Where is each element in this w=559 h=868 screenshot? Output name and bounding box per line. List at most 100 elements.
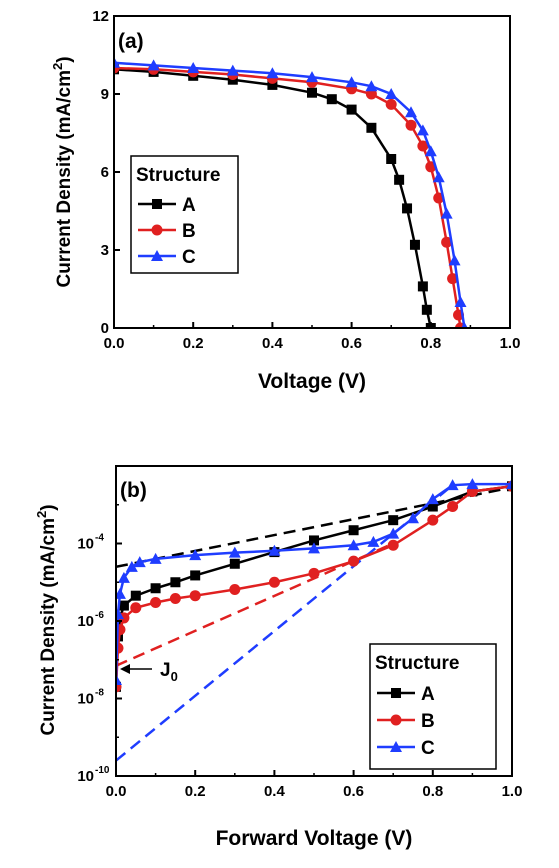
data-point-C [461, 322, 468, 328]
panel-b-label: (b) [120, 479, 147, 502]
x-tick-label: 0.2 [183, 335, 204, 352]
data-point-A [309, 535, 319, 546]
data-point-A [366, 122, 377, 133]
data-point-B [130, 602, 142, 614]
y-tick-label: 10 [77, 536, 94, 553]
panel-a-y-ticks: 0 3 6 9 12 [92, 8, 120, 337]
panel-b-plot-area [116, 478, 512, 762]
legend-marker [152, 199, 162, 209]
data-point-B [387, 539, 399, 551]
x-tick-label: 0.4 [264, 783, 286, 800]
data-point-C [347, 539, 360, 551]
panel-a-legend-title: Structure [136, 165, 220, 186]
y-tick-label: 12 [92, 8, 109, 25]
panel-a-legend: Structure ABC [130, 155, 239, 274]
data-point-C [116, 608, 124, 620]
j0-annotation: J0 [120, 660, 178, 684]
data-point-A [170, 577, 181, 588]
data-point-B [417, 140, 429, 152]
data-point-A [388, 515, 399, 526]
legend-item-A: A [138, 195, 196, 216]
data-point-C [506, 478, 512, 490]
data-point-C [466, 478, 479, 490]
data-point-C [228, 546, 241, 558]
y-tick-label: 10 [77, 613, 94, 630]
panel-b-y-ticks: 10-410-610-810-10 [77, 465, 122, 785]
data-point-A [417, 281, 428, 292]
legend-label: A [182, 195, 196, 216]
data-point-B [441, 236, 453, 248]
data-point-B [308, 567, 320, 579]
data-point-A [118, 600, 129, 611]
x-tick-label: 0.2 [185, 783, 206, 800]
series-C [116, 478, 512, 686]
panel-a-y-label: Current Density (mA/cm2) [50, 56, 75, 287]
data-point-A [307, 87, 317, 98]
data-point-B [169, 593, 181, 605]
data-point-A [229, 558, 240, 569]
data-point-C [367, 535, 380, 547]
data-point-A [326, 94, 337, 105]
panel-a-chart: 0.0 0.2 0.4 0.6 0.8 1.0 0 3 6 9 12 (a) Voltage (V… [50, 8, 520, 393]
data-point-B [189, 590, 201, 602]
data-point-C [306, 71, 318, 83]
legend-marker [151, 250, 163, 261]
data-point-C [385, 88, 398, 99]
data-point-C [187, 62, 200, 73]
data-point-C [117, 571, 130, 583]
data-point-C [432, 171, 445, 183]
data-point-C [345, 76, 358, 88]
data-point-A [386, 154, 397, 164]
panel-a-plot-area [114, 56, 468, 328]
legend-label: B [182, 221, 196, 242]
x-tick-label: 1.0 [502, 783, 523, 800]
data-point-A [402, 203, 413, 214]
legend-label: C [182, 247, 196, 268]
panel-a-legend-box [130, 155, 239, 274]
panel-b-x-ticks: 0.0 0.2 0.4 0.6 0.8 1.0 [106, 770, 523, 800]
legend-label: B [421, 711, 435, 732]
data-point-A [150, 583, 161, 594]
data-point-B [348, 555, 360, 567]
data-point-C [116, 674, 122, 686]
y-tick-exponent: -10 [95, 765, 110, 776]
data-point-B [427, 514, 439, 526]
data-point-C [426, 493, 439, 505]
data-point-C [147, 59, 160, 71]
data-point-C [116, 587, 126, 599]
x-tick-label: 0.6 [341, 335, 362, 352]
legend-marker [151, 224, 163, 236]
fit-line-0 [116, 486, 512, 569]
data-point-A [427, 501, 438, 512]
panel-b-y-label: Current Density (mA/cm2) [34, 504, 59, 735]
data-point-C [114, 56, 120, 68]
data-point-B [268, 576, 280, 588]
data-point-C [189, 549, 202, 561]
data-point-A [394, 174, 405, 185]
j0-arrow-head [120, 664, 130, 674]
data-point-C [149, 552, 162, 564]
y-tick-label: 0 [101, 320, 109, 337]
legend-item-A: A [377, 684, 435, 705]
data-point-C [416, 124, 429, 136]
data-point-C [387, 527, 400, 539]
data-point-B [447, 501, 459, 513]
data-point-C [440, 207, 453, 219]
legend-item-B: B [138, 221, 196, 242]
data-point-B [150, 597, 162, 609]
j0-label: J0 [160, 660, 178, 684]
series-line-A [114, 68, 433, 328]
data-point-C [268, 544, 281, 556]
data-point-C [405, 106, 417, 118]
data-point-A [346, 104, 357, 115]
panel-a-x-ticks: 0.0 0.2 0.4 0.6 0.8 1.0 [104, 322, 520, 352]
x-tick-label: 0.8 [422, 783, 443, 800]
data-point-C [446, 479, 459, 491]
panel-a-label: (a) [118, 30, 144, 53]
x-tick-label: 0.6 [343, 783, 364, 800]
data-point-B [365, 88, 377, 100]
y-tick-label: 9 [101, 86, 109, 103]
y-tick-exponent: -8 [95, 688, 104, 699]
data-point-C [424, 145, 437, 157]
